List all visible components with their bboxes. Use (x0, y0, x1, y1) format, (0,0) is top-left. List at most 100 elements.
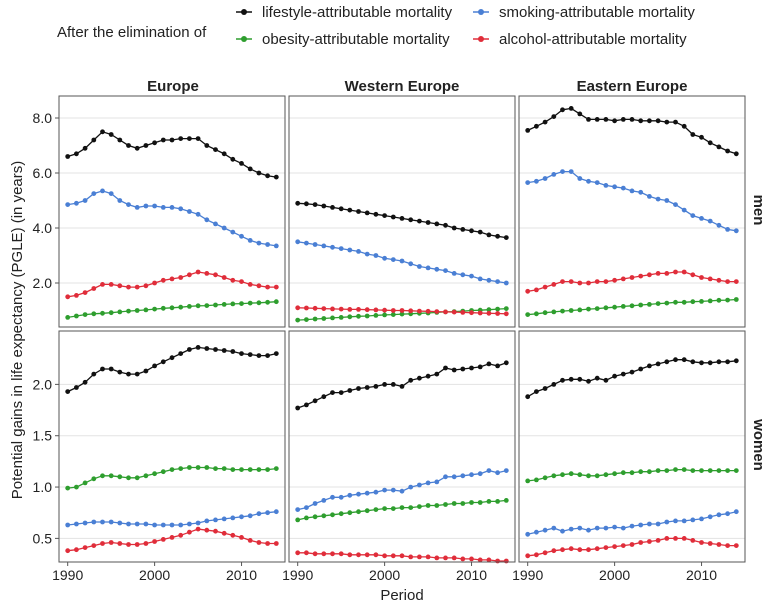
data-point (699, 540, 704, 545)
series-smoking (295, 468, 509, 512)
data-point (699, 216, 704, 221)
data-point (443, 365, 448, 371)
data-point (100, 366, 105, 372)
data-point (725, 543, 730, 548)
data-point (503, 360, 509, 366)
data-point (100, 282, 105, 287)
data-point (356, 491, 361, 497)
data-point (690, 468, 696, 473)
data-point (169, 276, 175, 282)
data-point (568, 471, 574, 477)
data-point (108, 310, 114, 316)
data-point (273, 351, 279, 356)
data-point (91, 543, 97, 548)
column-title-europe: Europe (147, 78, 199, 95)
data-point (486, 468, 492, 473)
data-point (134, 145, 140, 151)
data-point (108, 132, 114, 137)
data-point (256, 283, 262, 289)
data-point (65, 389, 71, 394)
data-point (91, 371, 97, 377)
data-point (551, 282, 557, 287)
data-point (525, 394, 531, 400)
series-alcohol (65, 526, 279, 554)
data-point (495, 311, 500, 316)
data-point (629, 470, 635, 476)
data-point (568, 169, 574, 175)
data-point (74, 200, 79, 206)
data-point (399, 553, 405, 559)
data-point (725, 227, 730, 232)
data-point (91, 476, 97, 482)
data-point (681, 357, 687, 363)
data-point (178, 351, 184, 356)
legend-title: After the elimination of (57, 24, 207, 41)
data-point (347, 552, 353, 558)
data-point (134, 542, 140, 547)
data-point (356, 307, 361, 312)
data-point (725, 359, 730, 365)
data-point (655, 468, 661, 473)
data-point (143, 307, 149, 313)
panel-border (288, 95, 516, 328)
data-point (178, 304, 184, 310)
data-point (330, 390, 335, 395)
data-point (408, 261, 414, 267)
data-point (221, 225, 227, 231)
data-point (204, 217, 210, 223)
data-point (451, 309, 457, 315)
data-point (594, 306, 600, 311)
data-point (620, 304, 626, 309)
data-point (178, 206, 184, 212)
data-point (382, 382, 387, 387)
data-point (187, 272, 192, 278)
panel-background (519, 96, 745, 327)
data-point (230, 301, 236, 307)
data-point (356, 386, 361, 391)
data-point (100, 188, 105, 194)
data-point (356, 249, 361, 254)
data-point (178, 136, 184, 142)
data-point (707, 140, 713, 146)
panel-background (59, 96, 285, 327)
data-point (425, 503, 431, 508)
data-point (408, 484, 414, 490)
data-point (178, 275, 184, 280)
data-point (673, 518, 678, 524)
data-point (443, 502, 448, 507)
legend-item-lifestyle: lifestyle-attributable mortality (236, 4, 453, 21)
data-point (143, 368, 149, 374)
data-point (204, 527, 210, 533)
data-point (542, 386, 548, 391)
data-point (74, 151, 79, 157)
data-point (699, 299, 704, 304)
data-point (647, 272, 652, 278)
data-point (477, 557, 483, 563)
data-point (620, 525, 626, 531)
data-point (265, 299, 270, 305)
data-point (664, 468, 670, 473)
data-point (408, 308, 414, 314)
x-tick-label: 2000 (139, 567, 170, 583)
data-point (620, 117, 626, 122)
data-point (74, 385, 79, 390)
data-point (265, 242, 270, 247)
data-point (364, 552, 370, 558)
data-point (373, 313, 379, 318)
data-point (230, 467, 236, 472)
data-point (673, 357, 678, 363)
data-point (629, 523, 635, 529)
data-point (451, 225, 457, 231)
data-point (469, 228, 474, 234)
data-point (586, 280, 591, 286)
data-point (495, 499, 500, 504)
data-point (221, 516, 227, 522)
data-point (460, 310, 466, 315)
data-point (655, 271, 661, 276)
data-point (126, 475, 131, 481)
data-point (143, 541, 149, 546)
data-point (321, 316, 327, 321)
data-point (664, 198, 670, 203)
data-point (699, 134, 704, 140)
data-point (373, 507, 379, 512)
